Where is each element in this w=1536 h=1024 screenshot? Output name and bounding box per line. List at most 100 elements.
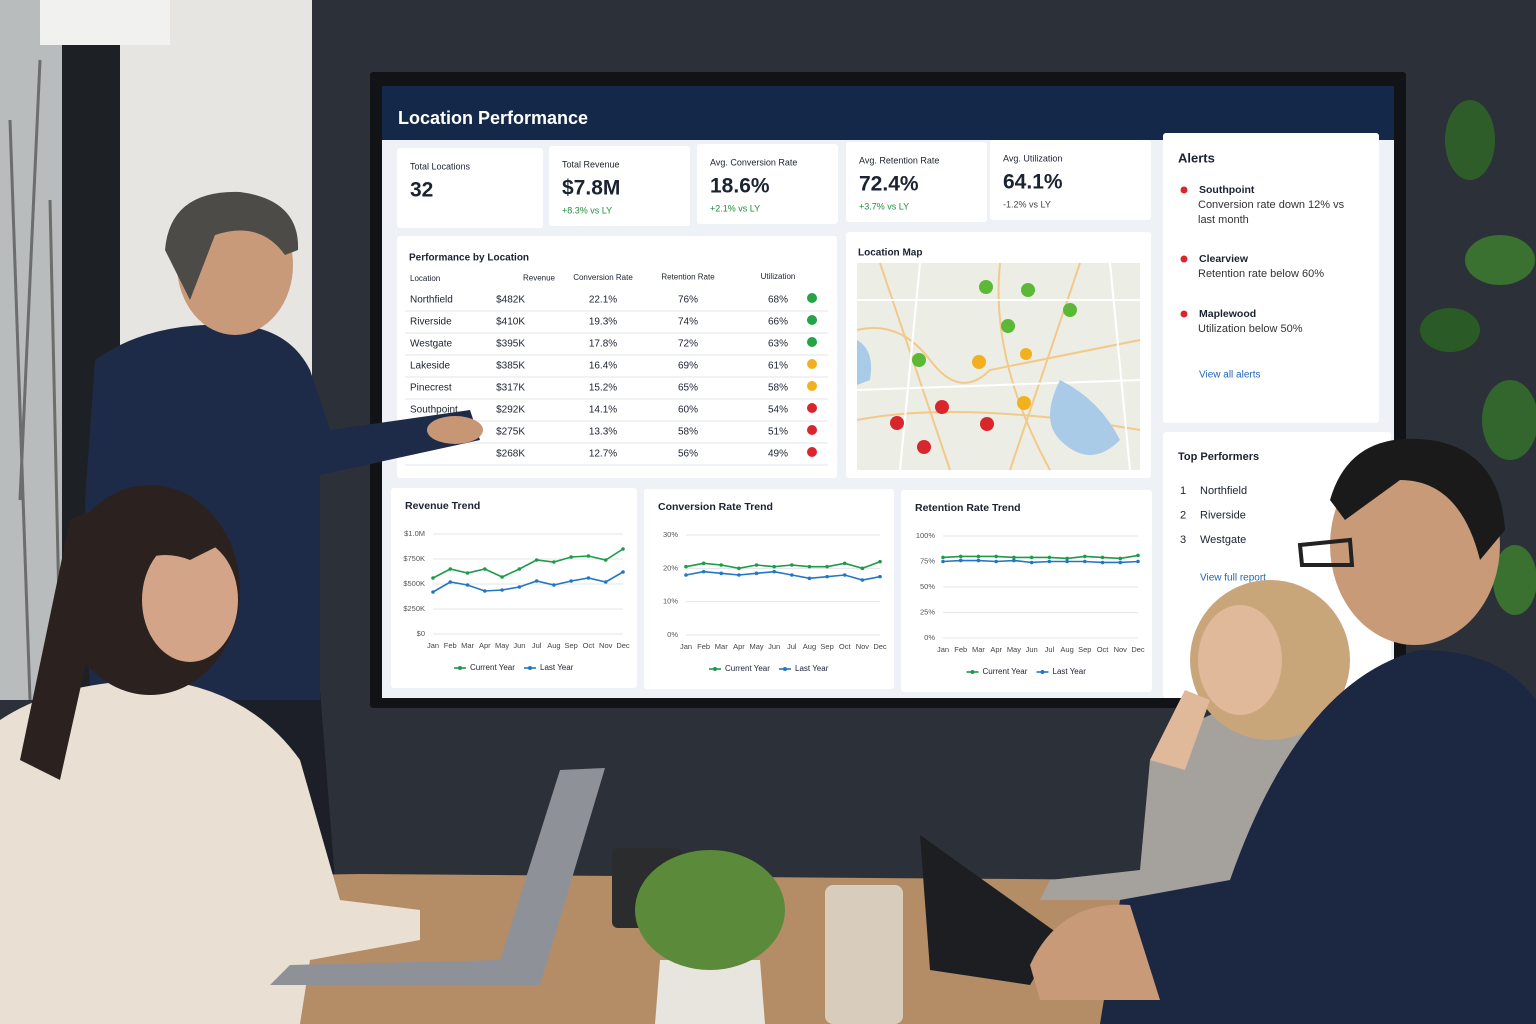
alert-name: Clearview: [1199, 253, 1249, 265]
man-right: [1030, 438, 1536, 1024]
desk-items: [612, 848, 903, 1024]
table-cell: 16.4%: [589, 361, 617, 372]
x-tick-label: Jan: [680, 642, 692, 651]
dashboard-title: Location Performance: [398, 108, 588, 128]
x-tick-label: Mar: [972, 645, 985, 654]
legend-swatch-dot: [528, 666, 532, 670]
chart-panel: [644, 489, 894, 689]
x-tick-label: Dec: [616, 641, 630, 650]
series-point: [569, 579, 573, 583]
table-cell: $292K: [496, 405, 525, 416]
legend-label: Current Year: [725, 664, 770, 673]
table-cell: 58%: [678, 427, 698, 438]
kpi-delta: +8.3% vs LY: [562, 205, 612, 215]
alerts-panel: [1163, 133, 1379, 423]
x-tick-label: Apr: [479, 641, 491, 650]
table-cell: Northfield: [410, 295, 453, 306]
alert-message: Conversion rate down 12% vs last month: [1198, 199, 1344, 226]
rank: 2: [1180, 509, 1186, 521]
alerts-link[interactable]: View all alerts: [1199, 370, 1261, 381]
legend-swatch-dot: [783, 667, 787, 671]
series-point: [994, 554, 998, 559]
table-cell: 65%: [678, 383, 698, 394]
x-tick-label: Nov: [599, 641, 613, 650]
series-point: [1047, 559, 1052, 564]
kpi-label: Total Locations: [410, 161, 471, 171]
alert-message: Utilization below 50%: [1198, 323, 1303, 335]
table-cell: 13.3%: [589, 427, 617, 438]
table-cell: 49%: [768, 449, 788, 460]
y-tick-label: 10%: [663, 597, 678, 606]
series-point: [603, 580, 608, 584]
series-point: [517, 567, 522, 571]
series-point: [1100, 555, 1105, 560]
x-tick-label: Jun: [513, 641, 525, 650]
x-tick-label: Dec: [873, 642, 887, 651]
series-point: [825, 574, 829, 579]
series-point: [941, 555, 945, 560]
table-cell: 60%: [678, 405, 698, 416]
y-tick-label: 75%: [920, 556, 935, 565]
x-tick-label: Nov: [1114, 645, 1128, 654]
series-point: [465, 571, 470, 575]
legend-label: Current Year: [983, 667, 1028, 676]
x-tick-label: Oct: [583, 641, 596, 650]
series-point: [994, 559, 998, 564]
trend-charts: Revenue Trend $0 $250K $500K $750K $1.0M Jan Fe…: [391, 488, 1152, 692]
table-cell: $317K: [496, 383, 525, 394]
series-point: [465, 583, 470, 587]
column-header: Conversion Rate: [573, 273, 633, 282]
x-tick-label: Apr: [990, 645, 1002, 654]
table-title: Performance by Location: [409, 253, 529, 264]
kpi-label: Avg. Utilization: [1003, 153, 1062, 163]
map-title: Location Map: [858, 248, 922, 259]
rank: 3: [1180, 534, 1186, 546]
x-tick-label: Aug: [547, 641, 560, 650]
alert-name: Southpoint: [1199, 184, 1255, 196]
series-point: [737, 566, 741, 571]
series-point: [1118, 556, 1123, 561]
series-point: [1136, 553, 1140, 558]
table-cell: 54%: [768, 405, 788, 416]
tablet: [920, 835, 1060, 985]
kpi-value: 18.6%: [710, 175, 770, 198]
performer-name: Riverside: [1200, 509, 1246, 521]
chart-title: Conversion Rate Trend: [658, 501, 773, 513]
x-tick-label: Jul: [532, 641, 542, 650]
alert-message: Retention rate below 60%: [1198, 268, 1324, 280]
table-cell: 74%: [678, 317, 698, 328]
series-point: [431, 576, 435, 580]
chart-panel: [901, 490, 1152, 692]
map: [856, 262, 1141, 471]
series-point: [842, 561, 847, 566]
table-cell: $275K: [496, 427, 525, 438]
top-performers-list: 1 Northfield 2 Riverside 3 Westgate: [1180, 485, 1247, 546]
series-point: [958, 558, 963, 563]
series-line: [685, 560, 881, 570]
table-cell: 68%: [768, 295, 788, 306]
x-tick-label: May: [495, 641, 509, 650]
legend-label: Current Year: [470, 663, 515, 672]
x-tick-label: Sep: [565, 641, 578, 650]
y-tick-label: 20%: [663, 563, 678, 572]
legend-label: Last Year: [795, 664, 829, 673]
series-point: [737, 573, 741, 577]
x-tick-label: May: [1007, 645, 1021, 654]
y-tick-label: 0%: [667, 630, 678, 639]
series-point: [621, 570, 625, 574]
series-line: [432, 571, 624, 593]
legend-label: Last Year: [540, 663, 574, 672]
alert-name: Maplewood: [1199, 308, 1256, 320]
series-point: [790, 573, 794, 577]
table-cell: 12.7%: [589, 449, 617, 460]
y-tick-label: 100%: [916, 531, 936, 540]
window-trees: [8, 59, 62, 701]
top-performers-title: Top Performers: [1178, 451, 1259, 463]
y-tick-label: 0%: [924, 633, 935, 642]
series-point: [860, 566, 865, 571]
table-cell: Southpoint: [410, 405, 458, 416]
top-performers-link[interactable]: View full report: [1200, 573, 1266, 584]
table-cell: 19.3%: [589, 317, 617, 328]
series-point: [448, 567, 453, 571]
